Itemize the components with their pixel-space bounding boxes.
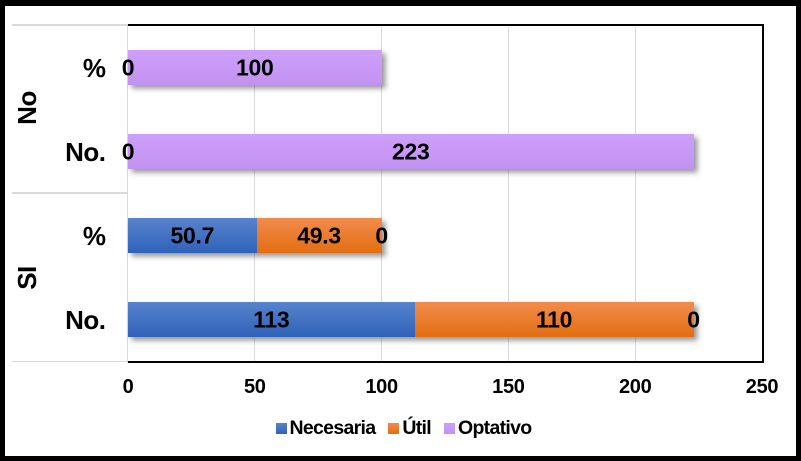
data-label: 0 [121, 54, 135, 81]
bar-segment-Optativo [128, 49, 382, 85]
data-label: 49.3 [297, 222, 341, 249]
legend-swatch-icon [275, 423, 287, 434]
legend-item-Optativo: Optativo [443, 416, 532, 439]
axis-tick-label: 100 [365, 375, 398, 398]
data-label: 113 [253, 306, 290, 333]
group-label: No [12, 90, 42, 125]
gridline [507, 26, 510, 361]
group-label: SI [12, 265, 42, 290]
bar-segment-Útil [414, 302, 694, 338]
legend-swatch-icon [443, 423, 455, 434]
data-label: 223 [392, 138, 430, 165]
data-label: 50.7 [170, 222, 215, 249]
group-separator-line [12, 361, 128, 363]
bar-segment-Necesaria [128, 217, 257, 253]
bar-row [128, 302, 694, 338]
bar-segment-Optativo [128, 133, 694, 169]
gridline [254, 26, 256, 361]
legend-label: Útil [402, 416, 431, 439]
gridline [634, 26, 636, 361]
legend: Necesaria Útil Optativo [8, 416, 796, 439]
bar-row [128, 133, 694, 169]
category-label: No. [65, 305, 106, 336]
axis-tick-label: 250 [745, 375, 779, 398]
bar-segment-Necesaria [128, 302, 415, 338]
group-separator-line [12, 24, 128, 26]
axis-tick-label: 150 [492, 375, 525, 398]
data-label: 0 [121, 138, 135, 165]
category-label: % [82, 220, 106, 251]
group-separator-line [12, 192, 128, 194]
axis-tick-label: 200 [618, 375, 652, 398]
data-label: 0 [375, 222, 388, 249]
data-label: 100 [236, 54, 274, 81]
data-label: 0 [687, 306, 700, 333]
plot-border [127, 24, 764, 364]
data-label: 110 [535, 306, 573, 333]
bar-segment-Útil [256, 217, 382, 253]
bar-row [128, 217, 382, 253]
bar-row [128, 49, 382, 85]
legend-item-Necesaria: Necesaria [275, 416, 377, 439]
axis-tick-label: 0 [122, 375, 134, 398]
legend-label: Necesaria [289, 416, 377, 439]
gridline [380, 26, 383, 361]
category-label: % [82, 52, 106, 83]
category-label: No. [65, 136, 106, 167]
axis-tick-label: 50 [243, 375, 266, 398]
legend-item-Útil: Útil [388, 416, 432, 439]
legend-label: Optativo [457, 416, 532, 439]
legend-swatch-icon [388, 423, 400, 434]
